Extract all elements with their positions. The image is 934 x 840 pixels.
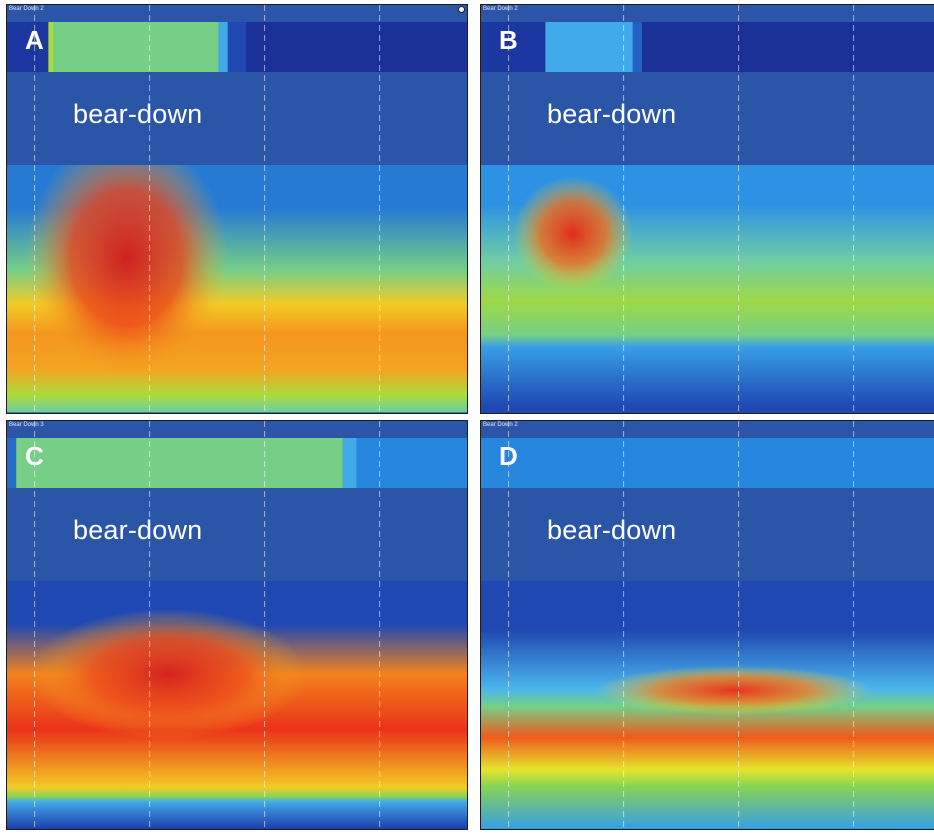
heatmap-panel-c: Bear Down 3 C bear-down — [6, 420, 468, 830]
event-annotation-d: bear-down — [547, 515, 677, 545]
panel-label-b: B — [499, 25, 518, 55]
heatmap-panel-a: Bear Down 2 A bear-down — [6, 4, 468, 414]
event-annotation-a: bear-down — [73, 99, 203, 129]
heatmap-b-top-strip-segment — [632, 22, 642, 72]
heatmap-panel-b: Bear Down 2 B bear-down — [480, 4, 934, 414]
panel-label-a: A — [25, 25, 44, 55]
heatmap-c-top-strip-segment — [342, 438, 357, 488]
heatmap-d-canvas — [481, 421, 934, 829]
heatmap-b-canvas — [481, 5, 934, 413]
heatmap-b-top-strip-segment — [642, 22, 934, 72]
heatmap-c-top-strip-segment — [7, 438, 17, 488]
heatmap-c-top-strip-segment — [16, 438, 343, 488]
heatmap-a-top-strip-segment — [7, 22, 49, 72]
heatmap-a-top-strip-segment — [218, 22, 228, 72]
heatmap-a-top-strip-segment — [53, 22, 219, 72]
heatmap-b-top-strip-segment — [545, 22, 633, 72]
window-title-b: Bear Down 2 — [483, 6, 518, 12]
heatmap-b-top-strip-segment — [481, 22, 546, 72]
window-title-d: Bear Down 2 — [483, 422, 518, 428]
heatmap-a-top-strip-segment — [227, 22, 247, 72]
heatmap-d-top-strip-segment — [481, 438, 934, 488]
heatmap-b-label-band — [481, 72, 934, 165]
heatmap-a-label-band — [7, 72, 467, 165]
event-annotation-c: bear-down — [73, 515, 203, 545]
heatmap-a-top-strip-segment — [48, 22, 53, 72]
heatmap-d-label-band — [481, 488, 934, 581]
heatmap-d-hotspot — [596, 665, 872, 715]
heatmap-a-top-strip-segment — [246, 22, 467, 72]
window-title-a: Bear Down 2 — [9, 6, 44, 12]
close-icon[interactable] — [458, 6, 465, 13]
heatmap-a-canvas — [7, 5, 467, 413]
window-title-c: Bear Down 3 — [9, 422, 44, 428]
heatmap-a-hotspot — [25, 135, 228, 381]
panel-label-d: D — [499, 441, 518, 471]
heatmap-panel-d: Bear Down 2 D bear-down — [480, 420, 934, 830]
panel-label-c: C — [25, 441, 44, 471]
event-annotation-b: bear-down — [547, 99, 677, 129]
heatmap-b-hotspot — [513, 176, 633, 291]
heatmap-c-canvas — [7, 421, 467, 829]
heatmap-c-hotspot — [30, 608, 306, 740]
heatmap-c-label-band — [7, 488, 467, 581]
heatmap-c-top-strip-segment — [356, 438, 467, 488]
